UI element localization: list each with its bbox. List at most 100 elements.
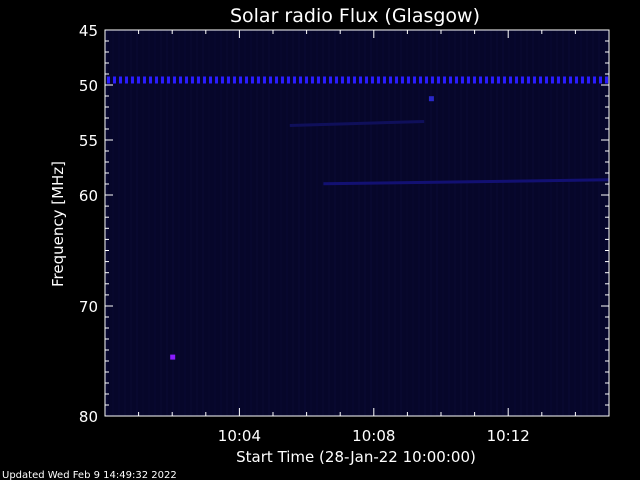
persistent-band-segment bbox=[119, 76, 122, 84]
plot-background bbox=[105, 30, 609, 416]
persistent-band-segment bbox=[371, 76, 374, 84]
persistent-band-segment bbox=[563, 76, 566, 84]
persistent-band-segment bbox=[425, 76, 428, 84]
persistent-band-segment bbox=[191, 76, 194, 84]
persistent-band-segment bbox=[473, 76, 476, 84]
persistent-band-segment bbox=[431, 76, 434, 84]
persistent-band-segment bbox=[449, 76, 452, 84]
persistent-band-segment bbox=[599, 76, 602, 84]
persistent-band-segment bbox=[179, 76, 182, 84]
persistent-band-segment bbox=[521, 76, 524, 84]
persistent-band-segment bbox=[545, 76, 548, 84]
persistent-band-segment bbox=[485, 76, 488, 84]
persistent-band-segment bbox=[557, 76, 560, 84]
persistent-band-segment bbox=[389, 76, 392, 84]
persistent-band-segment bbox=[245, 76, 248, 84]
persistent-band-segment bbox=[317, 76, 320, 84]
persistent-band-segment bbox=[311, 76, 314, 84]
persistent-band-segment bbox=[209, 76, 212, 84]
x-tick-label: 10:04 bbox=[218, 427, 261, 445]
emission-spot-4 bbox=[170, 354, 176, 360]
persistent-band-segment bbox=[329, 76, 332, 84]
y-axis-ticks: 45 50 55 60 70 80 bbox=[79, 22, 609, 426]
persistent-band-segment bbox=[353, 76, 356, 84]
persistent-band-segment bbox=[293, 76, 296, 84]
y-tick-label: 60 bbox=[79, 187, 98, 205]
persistent-band-segment bbox=[275, 76, 278, 84]
updated-footer: Updated Wed Feb 9 14:49:32 2022 bbox=[2, 470, 177, 480]
persistent-band-segment bbox=[323, 76, 326, 84]
persistent-band-segment bbox=[149, 76, 152, 84]
y-tick-label: 55 bbox=[79, 132, 98, 150]
y-tick-label: 80 bbox=[79, 408, 98, 426]
persistent-band-segment bbox=[251, 76, 254, 84]
persistent-band-segment bbox=[491, 76, 494, 84]
persistent-band-segment bbox=[137, 76, 140, 84]
persistent-band-segment bbox=[239, 76, 242, 84]
persistent-band-segment bbox=[155, 76, 158, 84]
persistent-band-segment bbox=[215, 76, 218, 84]
persistent-band-segment bbox=[503, 76, 506, 84]
persistent-band-segment bbox=[407, 76, 410, 84]
persistent-band-segment bbox=[383, 76, 386, 84]
persistent-band-segment bbox=[299, 76, 302, 84]
persistent-band-segment bbox=[461, 76, 464, 84]
persistent-band-segment bbox=[413, 76, 416, 84]
persistent-band-segment bbox=[587, 76, 590, 84]
chart-title: Solar radio Flux (Glasgow) bbox=[230, 5, 480, 27]
y-axis-label: Frequency [MHz] bbox=[49, 161, 67, 287]
y-tick-label: 50 bbox=[79, 77, 98, 95]
persistent-band-segment bbox=[365, 76, 368, 84]
persistent-band-segment bbox=[233, 76, 236, 84]
persistent-band-segment bbox=[509, 76, 512, 84]
persistent-band-segment bbox=[221, 76, 224, 84]
persistent-band-segment bbox=[203, 76, 206, 84]
persistent-band-segment bbox=[227, 76, 230, 84]
plot-area bbox=[104, 29, 610, 417]
drift-feature-1 bbox=[323, 178, 610, 186]
persistent-band-segment bbox=[161, 76, 164, 84]
persistent-band-segment bbox=[419, 76, 422, 84]
persistent-band-segment bbox=[575, 76, 578, 84]
persistent-band-segment bbox=[437, 76, 440, 84]
persistent-band-segment bbox=[527, 76, 530, 84]
persistent-band-segment bbox=[479, 76, 482, 84]
persistent-band-segment bbox=[167, 76, 170, 84]
persistent-band-segment bbox=[533, 76, 536, 84]
x-tick-label: 10:12 bbox=[487, 427, 530, 445]
persistent-band-segment bbox=[467, 76, 470, 84]
persistent-band-segment bbox=[443, 76, 446, 84]
persistent-band-segment bbox=[305, 76, 308, 84]
persistent-band-segment bbox=[539, 76, 542, 84]
persistent-band-segment bbox=[497, 76, 500, 84]
persistent-band-segment bbox=[455, 76, 458, 84]
x-axis-label: Start Time (28-Jan-22 10:00:00) bbox=[236, 448, 476, 466]
y-tick-label: 70 bbox=[79, 298, 98, 316]
persistent-band-segment bbox=[551, 76, 554, 84]
persistent-band-segment bbox=[131, 76, 134, 84]
persistent-band-segment bbox=[401, 76, 404, 84]
persistent-band-segment bbox=[515, 76, 518, 84]
persistent-band-segment bbox=[185, 76, 188, 84]
persistent-band-segment bbox=[359, 76, 362, 84]
persistent-band-segment bbox=[335, 76, 338, 84]
persistent-band-segment bbox=[113, 76, 116, 84]
persistent-band-segment bbox=[281, 76, 284, 84]
plot-frame bbox=[104, 29, 610, 417]
persistent-band-segment bbox=[341, 76, 344, 84]
y-tick-label: 45 bbox=[79, 22, 98, 40]
persistent-band-segment bbox=[395, 76, 398, 84]
persistent-band-segment bbox=[377, 76, 380, 84]
x-axis-ticks: 10:04 10:08 10:12 bbox=[104, 30, 610, 445]
persistent-band-segment bbox=[107, 76, 110, 84]
persistent-band-segment bbox=[287, 76, 290, 84]
persistent-band-segment bbox=[197, 76, 200, 84]
persistent-band-segment bbox=[347, 76, 350, 84]
persistent-band-segment bbox=[605, 76, 608, 84]
persistent-band-segment bbox=[269, 76, 272, 84]
persistent-band-segment bbox=[569, 76, 572, 84]
persistent-band-segment bbox=[125, 76, 128, 84]
persistent-band-segment bbox=[173, 76, 176, 84]
emission-spot-3 bbox=[428, 96, 434, 102]
